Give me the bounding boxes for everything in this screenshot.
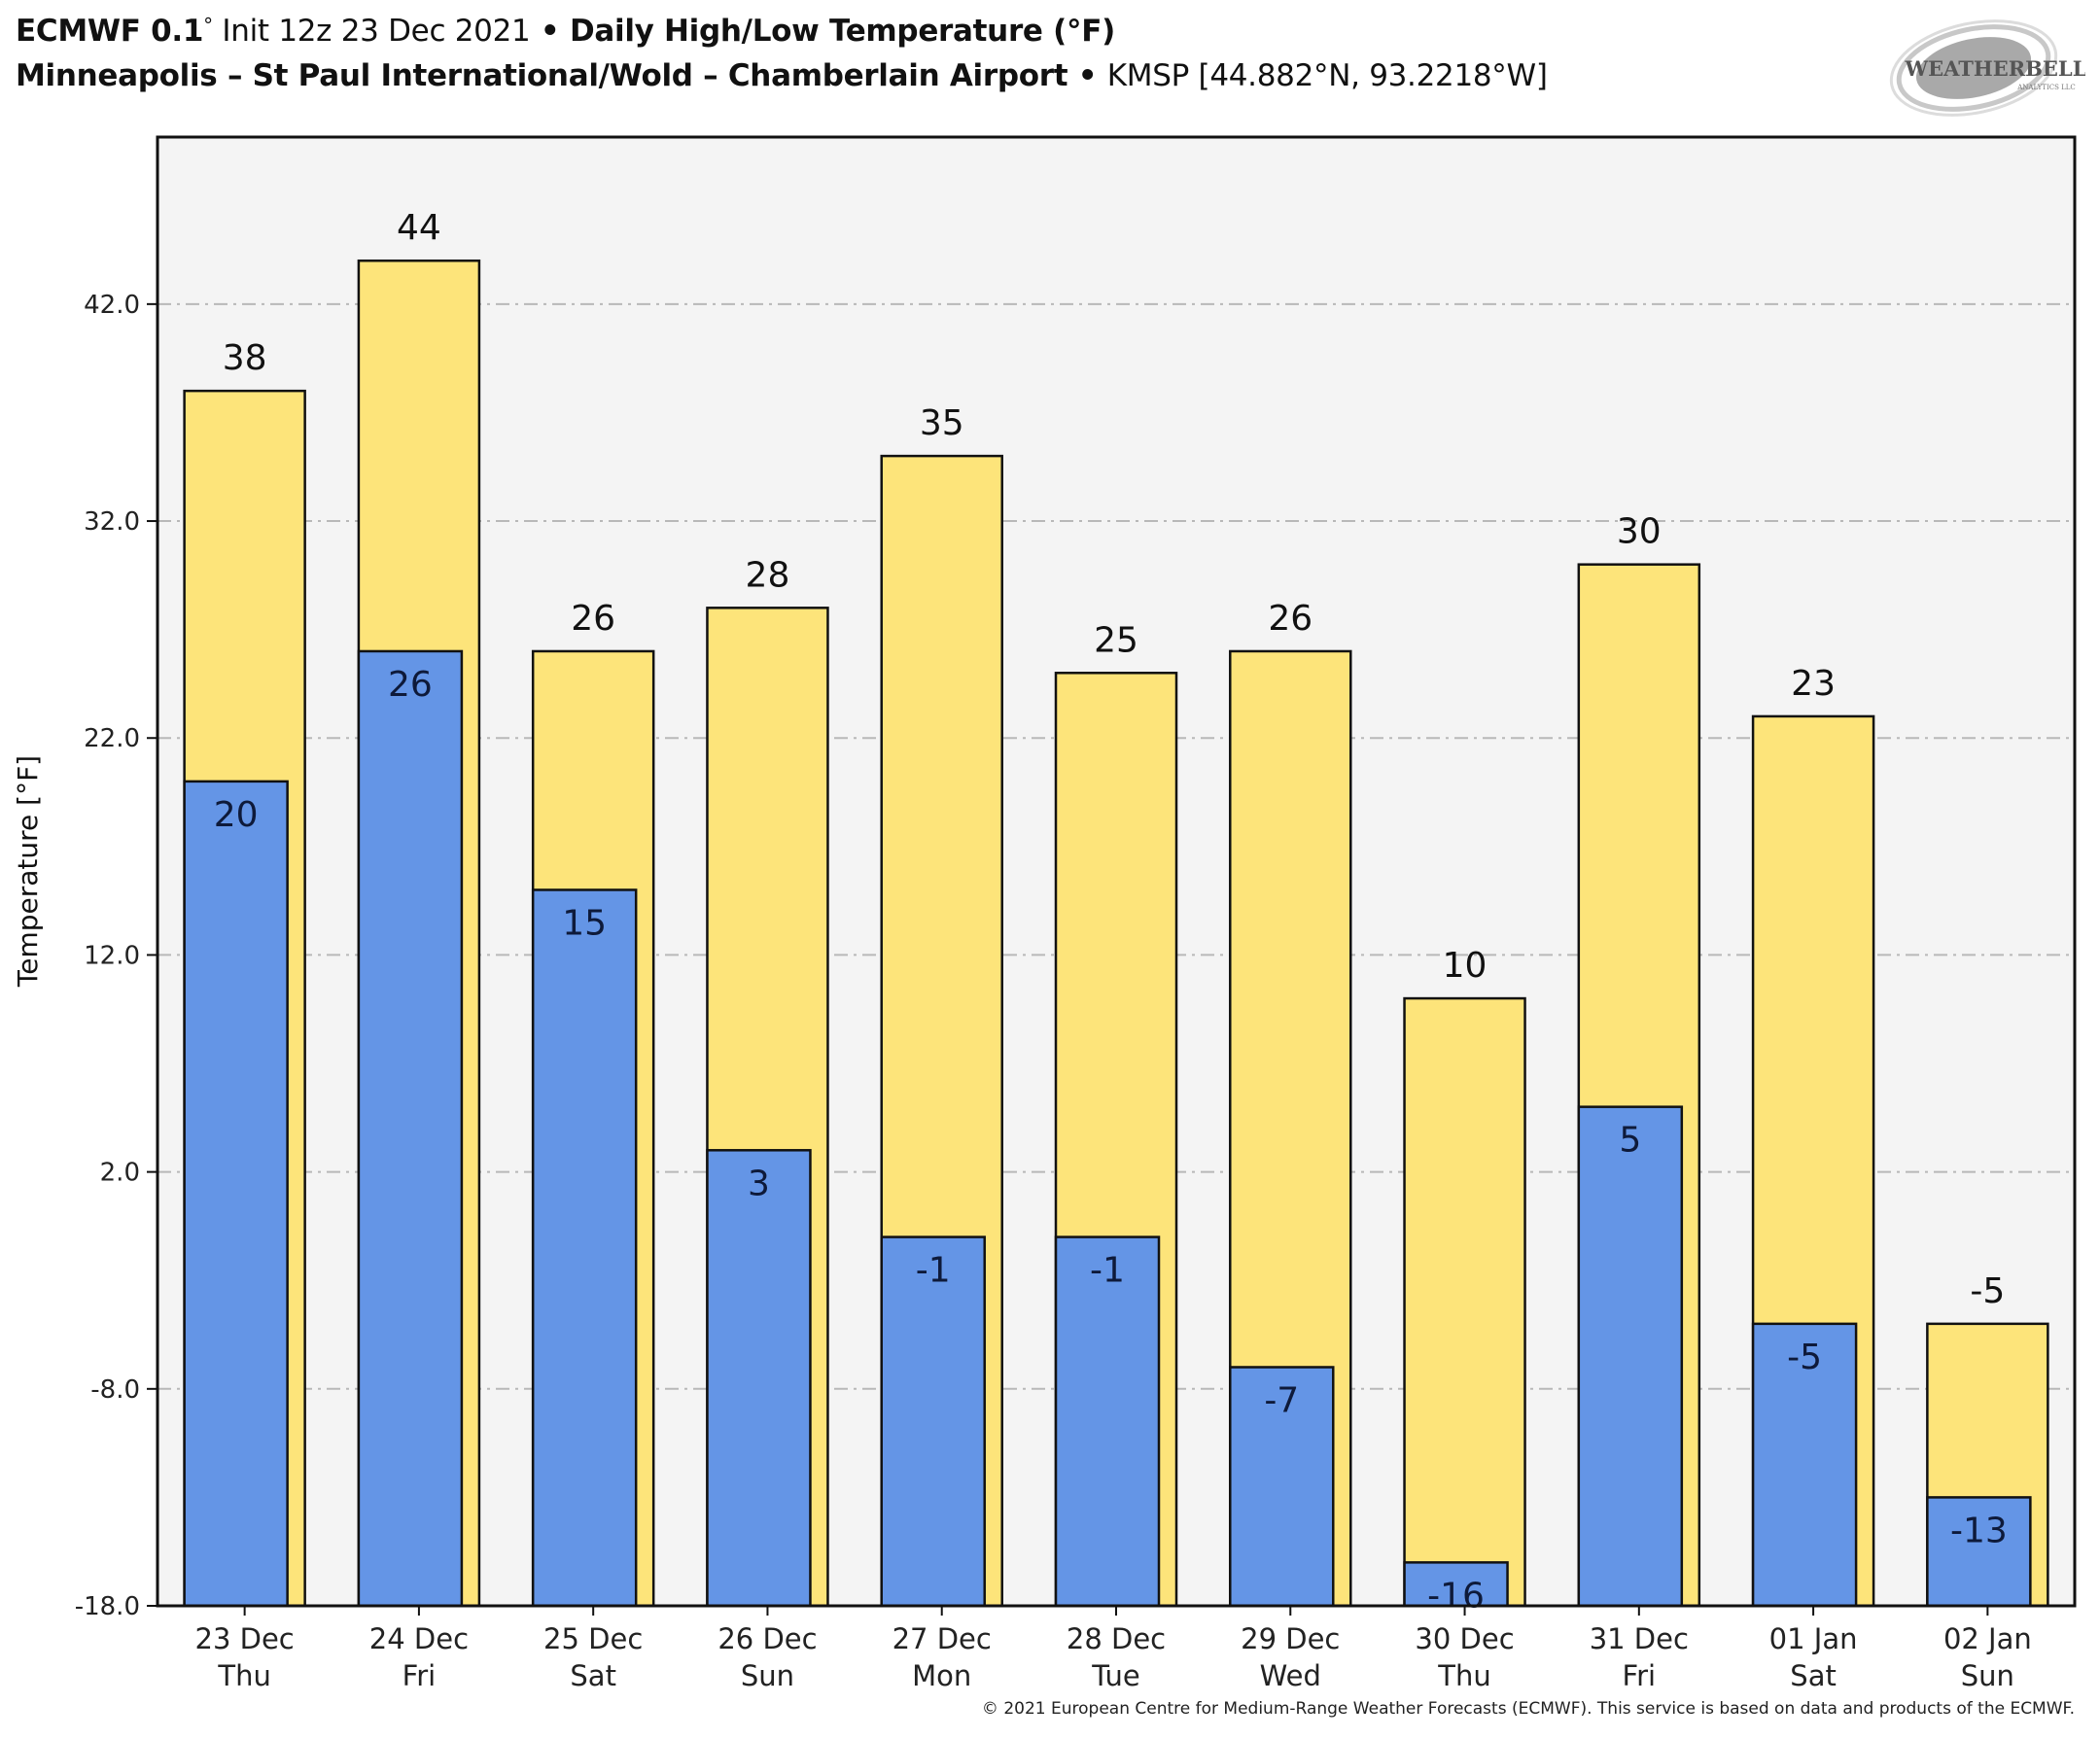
separator: • bbox=[530, 14, 570, 49]
low-value-label: 26 bbox=[388, 665, 433, 705]
low-bar bbox=[183, 780, 289, 1608]
y-tick-label: 2.0 bbox=[100, 1159, 140, 1188]
high-value-label: 23 bbox=[1791, 664, 1836, 704]
x-tick-day-label: Mon bbox=[912, 1659, 971, 1692]
x-tick-day-label: Fri bbox=[1623, 1659, 1657, 1692]
x-tick-day-label: Sun bbox=[1961, 1659, 2014, 1692]
x-tick-label: 29 Dec bbox=[1241, 1622, 1340, 1655]
y-axis-label: Temperature [°F] bbox=[12, 755, 44, 988]
model-name: ECMWF 0.1 bbox=[16, 14, 204, 49]
x-tick-day-label: Fri bbox=[402, 1659, 437, 1692]
low-value-label: -16 bbox=[1427, 1576, 1485, 1616]
high-value-label: 38 bbox=[223, 338, 267, 378]
separator: • bbox=[1068, 58, 1107, 93]
plot-frame bbox=[156, 135, 2077, 1608]
x-tick-label: 23 Dec bbox=[195, 1622, 295, 1655]
x-tick-label: 27 Dec bbox=[892, 1622, 992, 1655]
high-bar bbox=[1403, 996, 1526, 1608]
low-bar bbox=[531, 888, 638, 1608]
x-tick-label: 28 Dec bbox=[1067, 1622, 1166, 1655]
low-bar bbox=[1054, 1235, 1161, 1608]
x-tick-day-label: Thu bbox=[217, 1659, 270, 1692]
high-value-label: 10 bbox=[1443, 946, 1488, 986]
high-value-label: -5 bbox=[1970, 1271, 2005, 1311]
low-value-label: 5 bbox=[1619, 1121, 1641, 1161]
product-title: Daily High/Low Temperature (°F) bbox=[569, 14, 1115, 49]
high-value-label: 35 bbox=[920, 403, 964, 443]
low-bar bbox=[706, 1149, 812, 1608]
chart-title-line: ECMWF 0.1° Init 12z 23 Dec 2021 • Daily … bbox=[16, 14, 1115, 49]
x-tick-day-label: Thu bbox=[1437, 1659, 1490, 1692]
low-value-label: -1 bbox=[916, 1251, 951, 1291]
low-bar bbox=[880, 1235, 986, 1608]
station-info: KMSP [44.882°N, 93.2218°W] bbox=[1106, 58, 1548, 93]
low-bar bbox=[357, 649, 464, 1608]
logo-subtext: ANALYTICS LLC bbox=[2016, 84, 2076, 91]
y-tick-label: -8.0 bbox=[90, 1375, 140, 1405]
model-degree: ° bbox=[203, 14, 213, 37]
init-time: Init 12z 23 Dec 2021 bbox=[212, 14, 531, 49]
low-value-label: 3 bbox=[748, 1164, 770, 1203]
low-value-label: 20 bbox=[214, 795, 259, 835]
logo-text: WEATHERBELL bbox=[1905, 56, 2085, 81]
x-tick-label: 26 Dec bbox=[718, 1622, 817, 1655]
high-value-label: 44 bbox=[397, 208, 441, 248]
high-value-label: 28 bbox=[746, 555, 790, 595]
y-tick-label: -18.0 bbox=[75, 1592, 140, 1621]
low-value-label: -5 bbox=[1787, 1338, 1822, 1377]
low-value-label: 15 bbox=[562, 903, 607, 943]
y-tick-label: 42.0 bbox=[84, 291, 140, 320]
x-tick-label: 30 Dec bbox=[1415, 1622, 1514, 1655]
x-tick-day-label: Sat bbox=[570, 1659, 616, 1692]
x-tick-day-label: Tue bbox=[1091, 1659, 1140, 1692]
x-tick-label: 24 Dec bbox=[369, 1622, 469, 1655]
low-value-label: -13 bbox=[1950, 1511, 2008, 1550]
x-tick-day-label: Wed bbox=[1260, 1659, 1321, 1692]
weatherbell-logo: WEATHERBELL ANALYTICS LLC bbox=[1889, 19, 2085, 117]
low-bar bbox=[1751, 1322, 1858, 1608]
y-tick-label: 12.0 bbox=[84, 941, 140, 970]
low-bar bbox=[1229, 1366, 1335, 1608]
x-tick-day-label: Sat bbox=[1790, 1659, 1837, 1692]
high-value-label: 26 bbox=[571, 599, 615, 639]
x-tick-label: 31 Dec bbox=[1590, 1622, 1689, 1655]
low-bar bbox=[1926, 1496, 2032, 1608]
x-tick-label: 25 Dec bbox=[543, 1622, 643, 1655]
high-value-label: 30 bbox=[1617, 512, 1662, 552]
low-bar bbox=[1403, 1561, 1509, 1608]
low-value-label: -7 bbox=[1264, 1380, 1299, 1420]
y-tick-label: 32.0 bbox=[84, 507, 140, 537]
x-tick-label: 01 Jan bbox=[1769, 1622, 1858, 1655]
high-value-label: 26 bbox=[1268, 599, 1312, 639]
x-tick-label: 02 Jan bbox=[1943, 1622, 2032, 1655]
copyright-footer: © 2021 European Centre for Medium-Range … bbox=[981, 1699, 2075, 1719]
chart-subtitle-line: Minneapolis – St Paul International/Wold… bbox=[16, 58, 1548, 93]
low-bar bbox=[1577, 1105, 1684, 1608]
y-tick-label: 22.0 bbox=[84, 724, 140, 753]
low-value-label: -1 bbox=[1090, 1251, 1125, 1291]
location-name: Minneapolis – St Paul International/Wold… bbox=[16, 58, 1068, 93]
x-tick-day-label: Sun bbox=[741, 1659, 794, 1692]
high-value-label: 25 bbox=[1094, 620, 1138, 660]
